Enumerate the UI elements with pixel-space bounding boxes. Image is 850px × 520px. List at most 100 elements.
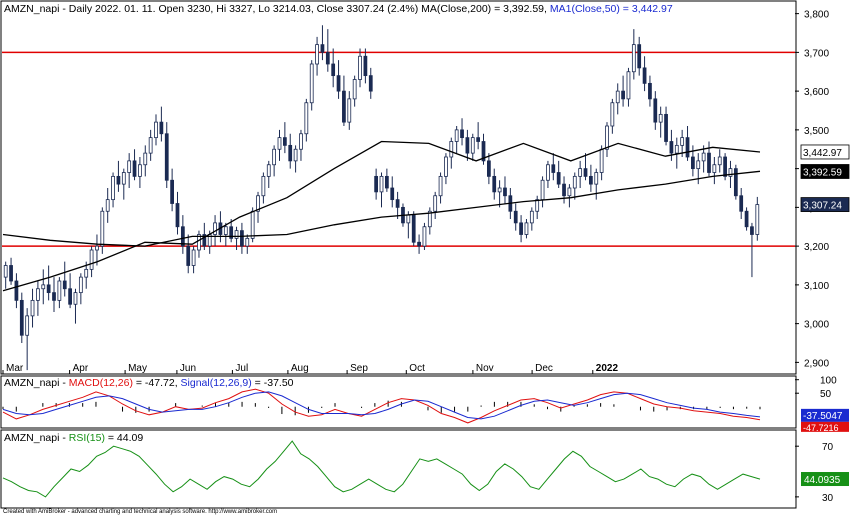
candle-body — [615, 90, 620, 104]
candle-body — [261, 175, 266, 197]
candle-body — [626, 71, 631, 100]
candle-body — [95, 245, 99, 251]
price-x-tick-label: 2022 — [596, 363, 619, 374]
rsi-y-tick-label: 70 — [822, 442, 834, 453]
rsi-y-axis: 70 30 — [795, 442, 834, 504]
macd-panel: AMZN_napi - MACD(12,26) = -47.72, Signal… — [0, 375, 849, 433]
rsi-panel: AMZN_napi - RSI(15) = 44.09 70 30 44.0935 — [0, 429, 849, 509]
candle-body — [309, 63, 314, 104]
candle-body — [503, 187, 507, 197]
candle-body — [540, 179, 545, 201]
price-title-ma50: MA1(Close,50) = 3,442.97 — [550, 3, 673, 15]
candle-body — [36, 288, 40, 301]
candle-body — [30, 299, 35, 317]
price-y-tick-label: 3,100 — [804, 281, 829, 292]
ma50-line — [2, 140, 761, 292]
candle-body — [755, 204, 760, 235]
candle-body — [422, 226, 427, 247]
price-panel-title: AMZN_napi - Daily 2022. 01. 11. Open 323… — [4, 3, 673, 15]
candle-body — [368, 75, 373, 92]
candle-body — [497, 187, 502, 193]
candle-body — [352, 79, 357, 100]
candle-body — [546, 164, 550, 181]
candle-body — [567, 187, 572, 197]
candle-body — [674, 144, 679, 154]
price-y-tick-label: 3,700 — [804, 48, 829, 59]
price-x-tick-label: Jun — [180, 363, 196, 374]
macd-title-macd-value: = -47.72, — [133, 377, 181, 389]
price-x-tick-label: Jul — [235, 363, 248, 374]
rsi-title-value: = 44.09 — [105, 432, 143, 444]
candle-body — [395, 199, 400, 208]
candle-body — [154, 121, 158, 139]
price-title-main: AMZN_napi - Daily 2022. 01. 11. Open 323… — [4, 3, 550, 15]
candle-body — [121, 172, 126, 185]
candle-body — [438, 175, 443, 197]
candle-body — [293, 148, 298, 162]
candle-body — [272, 148, 277, 166]
candle-body — [52, 292, 56, 301]
price-x-tick-label: Dec — [535, 363, 553, 374]
price-y-tick-label: 3,000 — [804, 320, 829, 331]
candle-body — [658, 113, 663, 123]
candle-body — [240, 230, 244, 247]
signal-line — [2, 391, 761, 420]
candle-body — [696, 160, 701, 170]
candle-body — [143, 152, 148, 166]
candle-body — [454, 129, 459, 142]
candle-body — [653, 98, 658, 123]
candle-body — [100, 210, 105, 247]
candle-body — [524, 222, 529, 235]
candle-body — [325, 51, 330, 65]
candle-body — [159, 121, 164, 135]
candle-body — [14, 280, 19, 301]
candle-body — [701, 152, 706, 162]
candle-body — [62, 280, 67, 290]
price-x-tick-label: Mar — [6, 363, 24, 374]
candle-body — [320, 44, 325, 53]
candle-body — [374, 175, 379, 193]
candle-body — [481, 141, 486, 162]
candle-body — [84, 268, 89, 278]
price-value-tag-label: 3,307.24 — [803, 201, 842, 212]
price-value-tag — [800, 164, 850, 179]
candle-body — [347, 98, 352, 123]
macd-title-signal-value: = -37.50 — [252, 377, 294, 389]
price-panel: AMZN_napi - Daily 2022. 01. 11. Open 323… — [0, 0, 850, 375]
candle-body — [535, 199, 540, 212]
candle-body — [25, 315, 30, 336]
price-panel-frame — [0, 0, 797, 375]
macd-line — [2, 388, 761, 424]
candle-body — [105, 199, 110, 212]
candle-body — [449, 141, 454, 158]
candle-body — [19, 299, 24, 336]
candle-body — [41, 284, 46, 290]
candle-body — [444, 156, 448, 177]
candle-body — [46, 284, 51, 294]
candle-body — [664, 113, 668, 142]
candle-body — [299, 133, 303, 150]
candle-body — [164, 133, 169, 181]
price-value-tag-label: 3,392.59 — [803, 167, 842, 178]
candle-body — [583, 168, 588, 177]
candle-body — [213, 222, 217, 235]
candle-body — [631, 44, 636, 73]
candle-body — [363, 55, 368, 77]
candle-body — [384, 175, 389, 189]
price-y-tick-label: 3,200 — [804, 242, 829, 253]
price-y-tick-label: 2,900 — [804, 358, 829, 369]
candle-body — [197, 234, 201, 251]
candle-body — [594, 172, 599, 185]
candle-body — [578, 168, 583, 177]
price-value-tag-label: 3,442.97 — [803, 148, 842, 159]
candle-body — [132, 160, 137, 177]
candle-body — [417, 241, 421, 247]
candle-body — [610, 102, 615, 127]
candle-body — [180, 226, 185, 247]
macd-title-signal: Signal(12,26,9) — [181, 377, 252, 389]
candle-body — [358, 55, 362, 80]
price-y-tick-label: 3,600 — [804, 87, 829, 98]
candle-body — [733, 168, 738, 197]
candle-body — [427, 210, 432, 228]
